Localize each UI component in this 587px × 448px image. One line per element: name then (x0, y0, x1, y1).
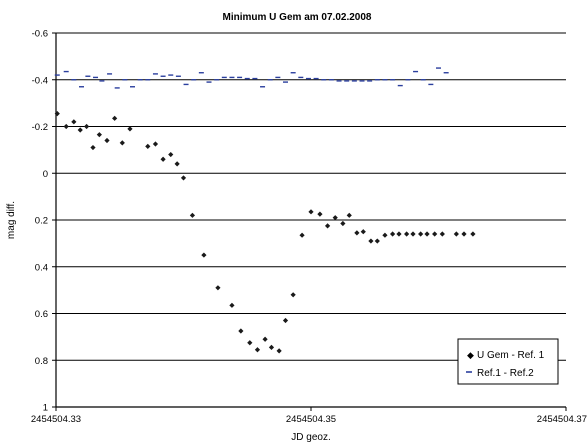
y-tick-label: 0.8 (35, 356, 48, 367)
data-point (54, 111, 60, 117)
data-point (308, 209, 314, 215)
data-point (262, 336, 268, 342)
data-point (317, 211, 323, 217)
data-point (396, 231, 402, 237)
gridlines (56, 32, 566, 361)
y-tick-label: 1 (43, 403, 48, 414)
series-ref1-ref2 (54, 67, 449, 89)
data-point (189, 212, 196, 218)
data-point (180, 175, 187, 181)
y-tick-label: -0.6 (32, 29, 48, 40)
data-point (439, 231, 445, 237)
x-ticks: 2454504.33 2454504.35 2454504.37 (31, 407, 587, 425)
x-tick-label: 2454504.33 (31, 414, 81, 425)
legend-label-u-gem: U Gem - Ref. 1 (477, 350, 545, 361)
data-point (77, 127, 83, 133)
data-point (290, 292, 296, 298)
y-tick-label: -0.4 (32, 75, 48, 86)
data-point (112, 115, 118, 121)
data-point (174, 161, 180, 167)
data-point (390, 231, 396, 237)
data-point (276, 348, 282, 354)
x-tick-label: 2454504.37 (537, 414, 587, 425)
legend-marker-u-gem: ◆ (467, 350, 474, 360)
data-point (168, 151, 174, 158)
data-point (238, 328, 244, 334)
data-point (418, 231, 424, 237)
legend: ◆ U Gem - Ref. 1 Ref.1 - Ref.2 (457, 338, 559, 385)
data-point (360, 229, 366, 235)
data-point (374, 238, 380, 244)
data-point (299, 232, 305, 238)
data-point (453, 231, 459, 237)
data-point (382, 232, 388, 238)
data-point (247, 340, 253, 346)
data-point (254, 347, 261, 353)
data-point (119, 140, 125, 146)
legend-box (457, 338, 559, 385)
y-tick-label: 0.2 (35, 216, 48, 227)
data-point (145, 143, 151, 149)
data-point (404, 231, 410, 237)
data-point (324, 223, 331, 229)
y-tick-label: 0.4 (35, 262, 48, 273)
y-tick-label: -0.2 (32, 122, 48, 133)
data-point (340, 220, 346, 227)
series-u-gem (54, 111, 476, 354)
data-point (282, 317, 289, 324)
data-point (432, 231, 438, 237)
data-point (96, 132, 102, 138)
chart-title: Minimum U Gem am 07.02.2008 (223, 12, 372, 23)
data-point (424, 231, 430, 237)
data-point (368, 238, 374, 244)
data-point (104, 137, 110, 144)
data-point (84, 123, 90, 130)
y-tick-label: 0.6 (35, 309, 48, 320)
y-axis-label: mag diff. (6, 201, 17, 239)
data-point (470, 231, 476, 237)
data-point (410, 231, 416, 237)
data-point (71, 119, 77, 125)
data-point (63, 123, 69, 130)
data-point (354, 230, 360, 236)
y-ticks: -0.6 -0.4 -0.2 0 0.2 0.4 0.6 0.8 1 (32, 29, 56, 414)
data-point (160, 156, 166, 162)
data-point (332, 215, 338, 221)
x-tick-label: 2454504.35 (286, 414, 336, 425)
y-tick-label: 0 (43, 169, 48, 180)
data-point (215, 285, 221, 291)
legend-label-ref: Ref.1 - Ref.2 (477, 368, 534, 379)
data-point (152, 141, 159, 147)
data-point (229, 302, 235, 308)
x-axis-label: JD geoz. (291, 432, 330, 443)
data-point (268, 344, 275, 350)
data-point (461, 231, 467, 237)
data-point (346, 212, 352, 218)
data-point (201, 252, 207, 258)
data-point (127, 126, 133, 132)
data-point (90, 144, 96, 151)
